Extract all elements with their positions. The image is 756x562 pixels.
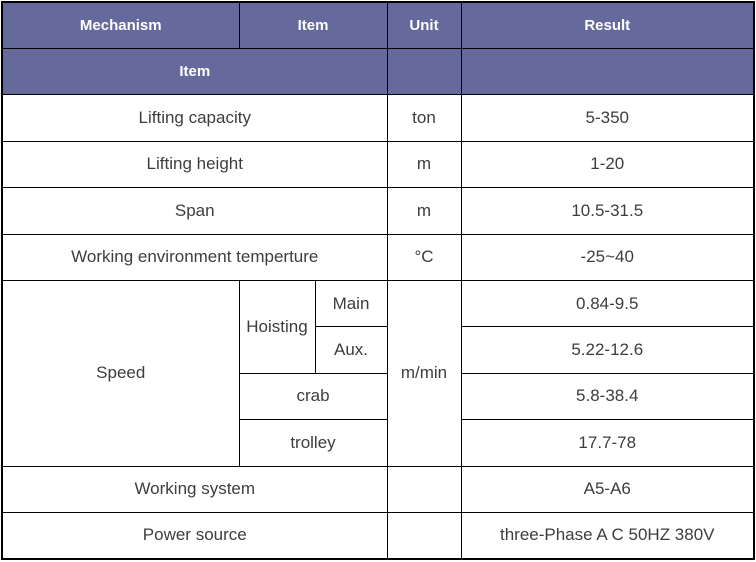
row-label: Lifting height (1, 140, 388, 189)
row-unit: ton (386, 94, 462, 142)
hoisting-main-label-cell: Main (314, 279, 388, 328)
row-result: three-Phase A C 50HZ 380V (460, 511, 755, 560)
hoisting-aux-result-cell: 5.22-12.6 (460, 326, 755, 374)
row-span: Span m 10.5-31.5 (1, 187, 755, 235)
subheader-item: Item (1, 47, 388, 96)
row-result: A5-A6 (460, 465, 755, 513)
header-mechanism: Mechanism (1, 1, 240, 49)
hoisting-aux-label-cell: Aux. (314, 326, 388, 374)
row-working-system: Working system A5-A6 (1, 465, 755, 513)
subheader-result-cell (460, 47, 755, 96)
header-item: Item (238, 1, 388, 49)
row-result: 1-20 (460, 140, 755, 189)
row-result: 5-350 (460, 94, 755, 142)
row-unit (386, 465, 462, 513)
row-lifting-capacity: Lifting capacity ton 5-350 (1, 94, 755, 142)
row-label: Lifting capacity (1, 94, 388, 142)
speed-unit-cell: m/min (386, 279, 462, 467)
row-label: Working environment temperture (1, 233, 388, 281)
speed-label-cell: Speed (1, 279, 240, 467)
subheader-unit-cell (386, 47, 462, 96)
row-speed-hoisting-aux: Aux. 5.22-12.6 (2, 326, 755, 374)
row-unit: m (386, 140, 462, 189)
trolley-result-cell: 17.7-78 (460, 419, 755, 467)
header-row-2: Item (1, 47, 755, 96)
header-result: Result (460, 1, 755, 49)
row-unit: m (386, 187, 462, 235)
row-speed-hoisting-main: Speed Hoisting Main m/min 0.84-9.5 (1, 279, 755, 467)
hoisting-label-cell: Hoisting (238, 279, 316, 374)
trolley-label-cell: trolley (238, 419, 388, 467)
header-unit: Unit (386, 1, 462, 49)
crab-result-cell: 5.8-38.4 (460, 372, 755, 421)
row-speed-crab: crab 5.8-38.4 (2, 372, 755, 421)
row-speed-trolley: trolley 17.7-78 (2, 419, 755, 467)
row-label: Span (1, 187, 388, 235)
row-working-environment-temperature: Working environment temperture °C -25~40 (1, 233, 755, 281)
row-label: Working system (1, 465, 388, 513)
row-result: 10.5-31.5 (460, 187, 755, 235)
row-lifting-height: Lifting height m 1-20 (1, 140, 755, 189)
crab-label-cell: crab (238, 372, 388, 421)
header-row-1: Mechanism Item Unit Result (1, 1, 755, 49)
hoisting-main-result-cell: 0.84-9.5 (460, 279, 755, 328)
row-unit: °C (386, 233, 462, 281)
row-unit (386, 511, 462, 560)
row-power-source: Power source three-Phase A C 50HZ 380V (1, 511, 755, 560)
row-label: Power source (1, 511, 388, 560)
row-result: -25~40 (460, 233, 755, 281)
